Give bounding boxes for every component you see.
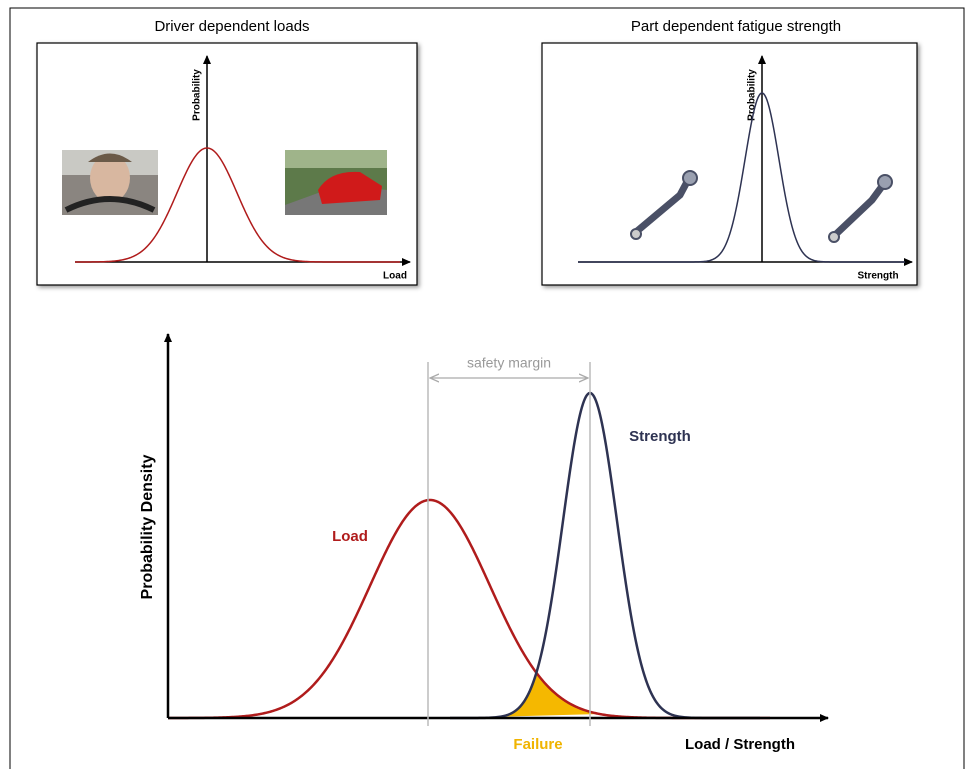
part-image — [630, 170, 698, 240]
y-label: Probability — [192, 69, 203, 121]
failure-area — [500, 673, 600, 717]
panel-box — [541, 42, 918, 286]
strength-curve — [578, 92, 905, 263]
driver-photo — [62, 150, 158, 215]
x-label: Load / Strength — [685, 736, 795, 753]
x-label: Load — [383, 271, 407, 282]
load-label: Load — [332, 528, 368, 545]
margin-label: safety margin — [467, 355, 551, 371]
part-image — [828, 174, 893, 243]
car-photo — [285, 150, 387, 215]
panel-title: Driver dependent loads — [154, 18, 309, 35]
load-curve — [75, 147, 400, 263]
strength-curve — [450, 391, 760, 720]
panel-title: Part dependent fatigue strength — [631, 18, 841, 35]
y-label: Probability Density — [139, 454, 156, 599]
load-curve — [168, 498, 770, 720]
failure-label: Failure — [513, 736, 562, 753]
x-label: Strength — [857, 271, 898, 282]
strength-label: Strength — [629, 428, 691, 445]
frame — [9, 7, 965, 769]
y-label: Probability — [747, 69, 758, 121]
